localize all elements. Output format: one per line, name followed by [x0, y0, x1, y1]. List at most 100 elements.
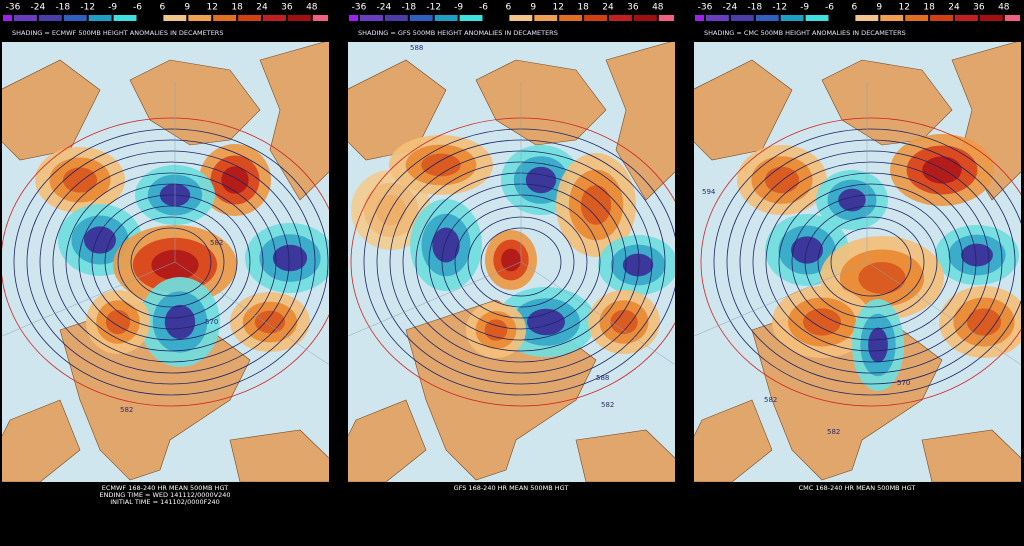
contour-label: 582 — [827, 428, 840, 436]
anomaly — [272, 244, 308, 272]
colorbar-swatch — [287, 15, 311, 21]
colorbar-swatch — [780, 15, 804, 21]
colorbar-label: 6 — [160, 3, 166, 13]
land — [921, 429, 1021, 482]
colorbar-label: -18 — [401, 3, 416, 13]
colorbar-label: -36 — [352, 3, 367, 13]
land — [2, 399, 81, 482]
colorbar-label: -9 — [454, 3, 463, 13]
colorbar-swatch — [880, 15, 904, 21]
footer-line: INITIAL TIME = 141102/0000F240 — [110, 498, 220, 506]
colorbar-swatch — [830, 15, 854, 21]
contour — [791, 194, 951, 330]
meridian — [694, 261, 868, 337]
colorbar-swatch — [434, 15, 458, 21]
anomaly — [164, 304, 196, 340]
anomaly — [525, 166, 557, 194]
footer-line: GFS 168-240 HR MEAN 500MB HGT — [454, 484, 569, 492]
contour — [830, 227, 912, 297]
footer-line: ENDING TIME = WED 141112/0000V240 — [99, 491, 230, 499]
panel: -36 -24 -18 -12 -9 -6 6 9 12 18 24 36 48 SHADING = EC… — [2, 3, 329, 506]
colorbar-label: 18 — [231, 3, 243, 13]
footer-line: ECMWF 168-240 HR MEAN 500MB HGT — [102, 484, 229, 492]
colorbar-label: -6 — [133, 3, 142, 13]
anomaly — [151, 249, 199, 281]
colorbar-label: -18 — [747, 3, 762, 13]
contour — [778, 183, 964, 341]
contour-label: 582 — [601, 401, 614, 409]
colorbar-swatch — [484, 15, 508, 21]
colorbar-label: 48 — [998, 3, 1010, 13]
contour — [713, 128, 1021, 396]
colorbar-swatch — [658, 15, 674, 21]
colorbar-swatch — [113, 15, 137, 21]
anomaly — [838, 188, 866, 212]
map: 594 582 570 582 — [694, 42, 1021, 482]
anomaly — [84, 226, 116, 254]
colorbar-swatch — [384, 15, 408, 21]
contour-label: 570 — [205, 318, 218, 326]
colorbar-swatch — [188, 15, 212, 21]
contour-label: 582 — [764, 396, 777, 404]
anomaly — [221, 166, 249, 194]
contour-label: 588 — [596, 374, 609, 382]
map: 588 582 588 — [348, 42, 675, 482]
contour — [2, 117, 329, 407]
colorbar-label: 36 — [281, 3, 293, 13]
anomaly — [580, 185, 612, 225]
colorbar-label: 48 — [306, 3, 318, 13]
colorbar-swatch — [930, 15, 953, 21]
contour — [804, 205, 938, 319]
colorbar-swatch — [559, 15, 583, 21]
colorbar-label: -6 — [479, 3, 488, 13]
land — [259, 42, 329, 201]
contour — [52, 161, 290, 363]
colorbar-swatch — [855, 15, 879, 21]
contour — [117, 216, 225, 308]
colorbar-label: 36 — [627, 3, 639, 13]
colorbar-swatch — [213, 15, 237, 21]
land — [129, 59, 261, 146]
anomaly — [922, 156, 962, 184]
contour — [91, 194, 251, 330]
colorbar-label: -6 — [825, 3, 834, 13]
anomaly — [868, 327, 888, 363]
colorbar-swatch — [312, 15, 328, 21]
land — [229, 429, 329, 482]
colorbar-label: -9 — [800, 3, 809, 13]
anomaly — [501, 248, 521, 272]
colorbar-label: 12 — [206, 3, 217, 13]
colorbar-swatch — [14, 15, 37, 21]
shading-title: SHADING = CMC 500MB HEIGHT ANOMALIES IN … — [704, 29, 906, 37]
anomaly — [527, 308, 565, 336]
colorbar-swatch — [349, 15, 358, 21]
colorbar-swatch — [509, 15, 533, 21]
contour — [752, 161, 990, 363]
colorbar-label: -24 — [377, 3, 392, 13]
colorbar-label: -24 — [723, 3, 738, 13]
contour — [817, 216, 925, 308]
meridian — [174, 261, 329, 365]
colorbar-label: -18 — [55, 3, 70, 13]
footer-line: CMC 168-240 HR MEAN 500MB HGT — [799, 484, 916, 492]
land — [605, 42, 675, 201]
contour — [739, 150, 1003, 374]
colorbar-swatch — [88, 15, 112, 21]
anomaly — [610, 309, 638, 335]
colorbar-swatch — [695, 15, 704, 21]
shading-title: SHADING = ECMWF 500MB HEIGHT ANOMALIES I… — [12, 29, 223, 37]
contour — [78, 183, 264, 341]
colorbar-label: 12 — [552, 3, 563, 13]
meridian — [348, 261, 522, 337]
contour — [765, 172, 977, 352]
colorbar-label: 24 — [948, 3, 960, 13]
contour-label: 582 — [210, 239, 223, 247]
anomaly — [421, 153, 461, 177]
colorbar-swatch — [3, 15, 12, 21]
colorbar-swatch — [905, 15, 929, 21]
anomaly — [622, 253, 654, 277]
map: 582 582 570 — [2, 42, 329, 482]
contour — [13, 128, 329, 396]
colorbar-swatch — [409, 15, 433, 21]
